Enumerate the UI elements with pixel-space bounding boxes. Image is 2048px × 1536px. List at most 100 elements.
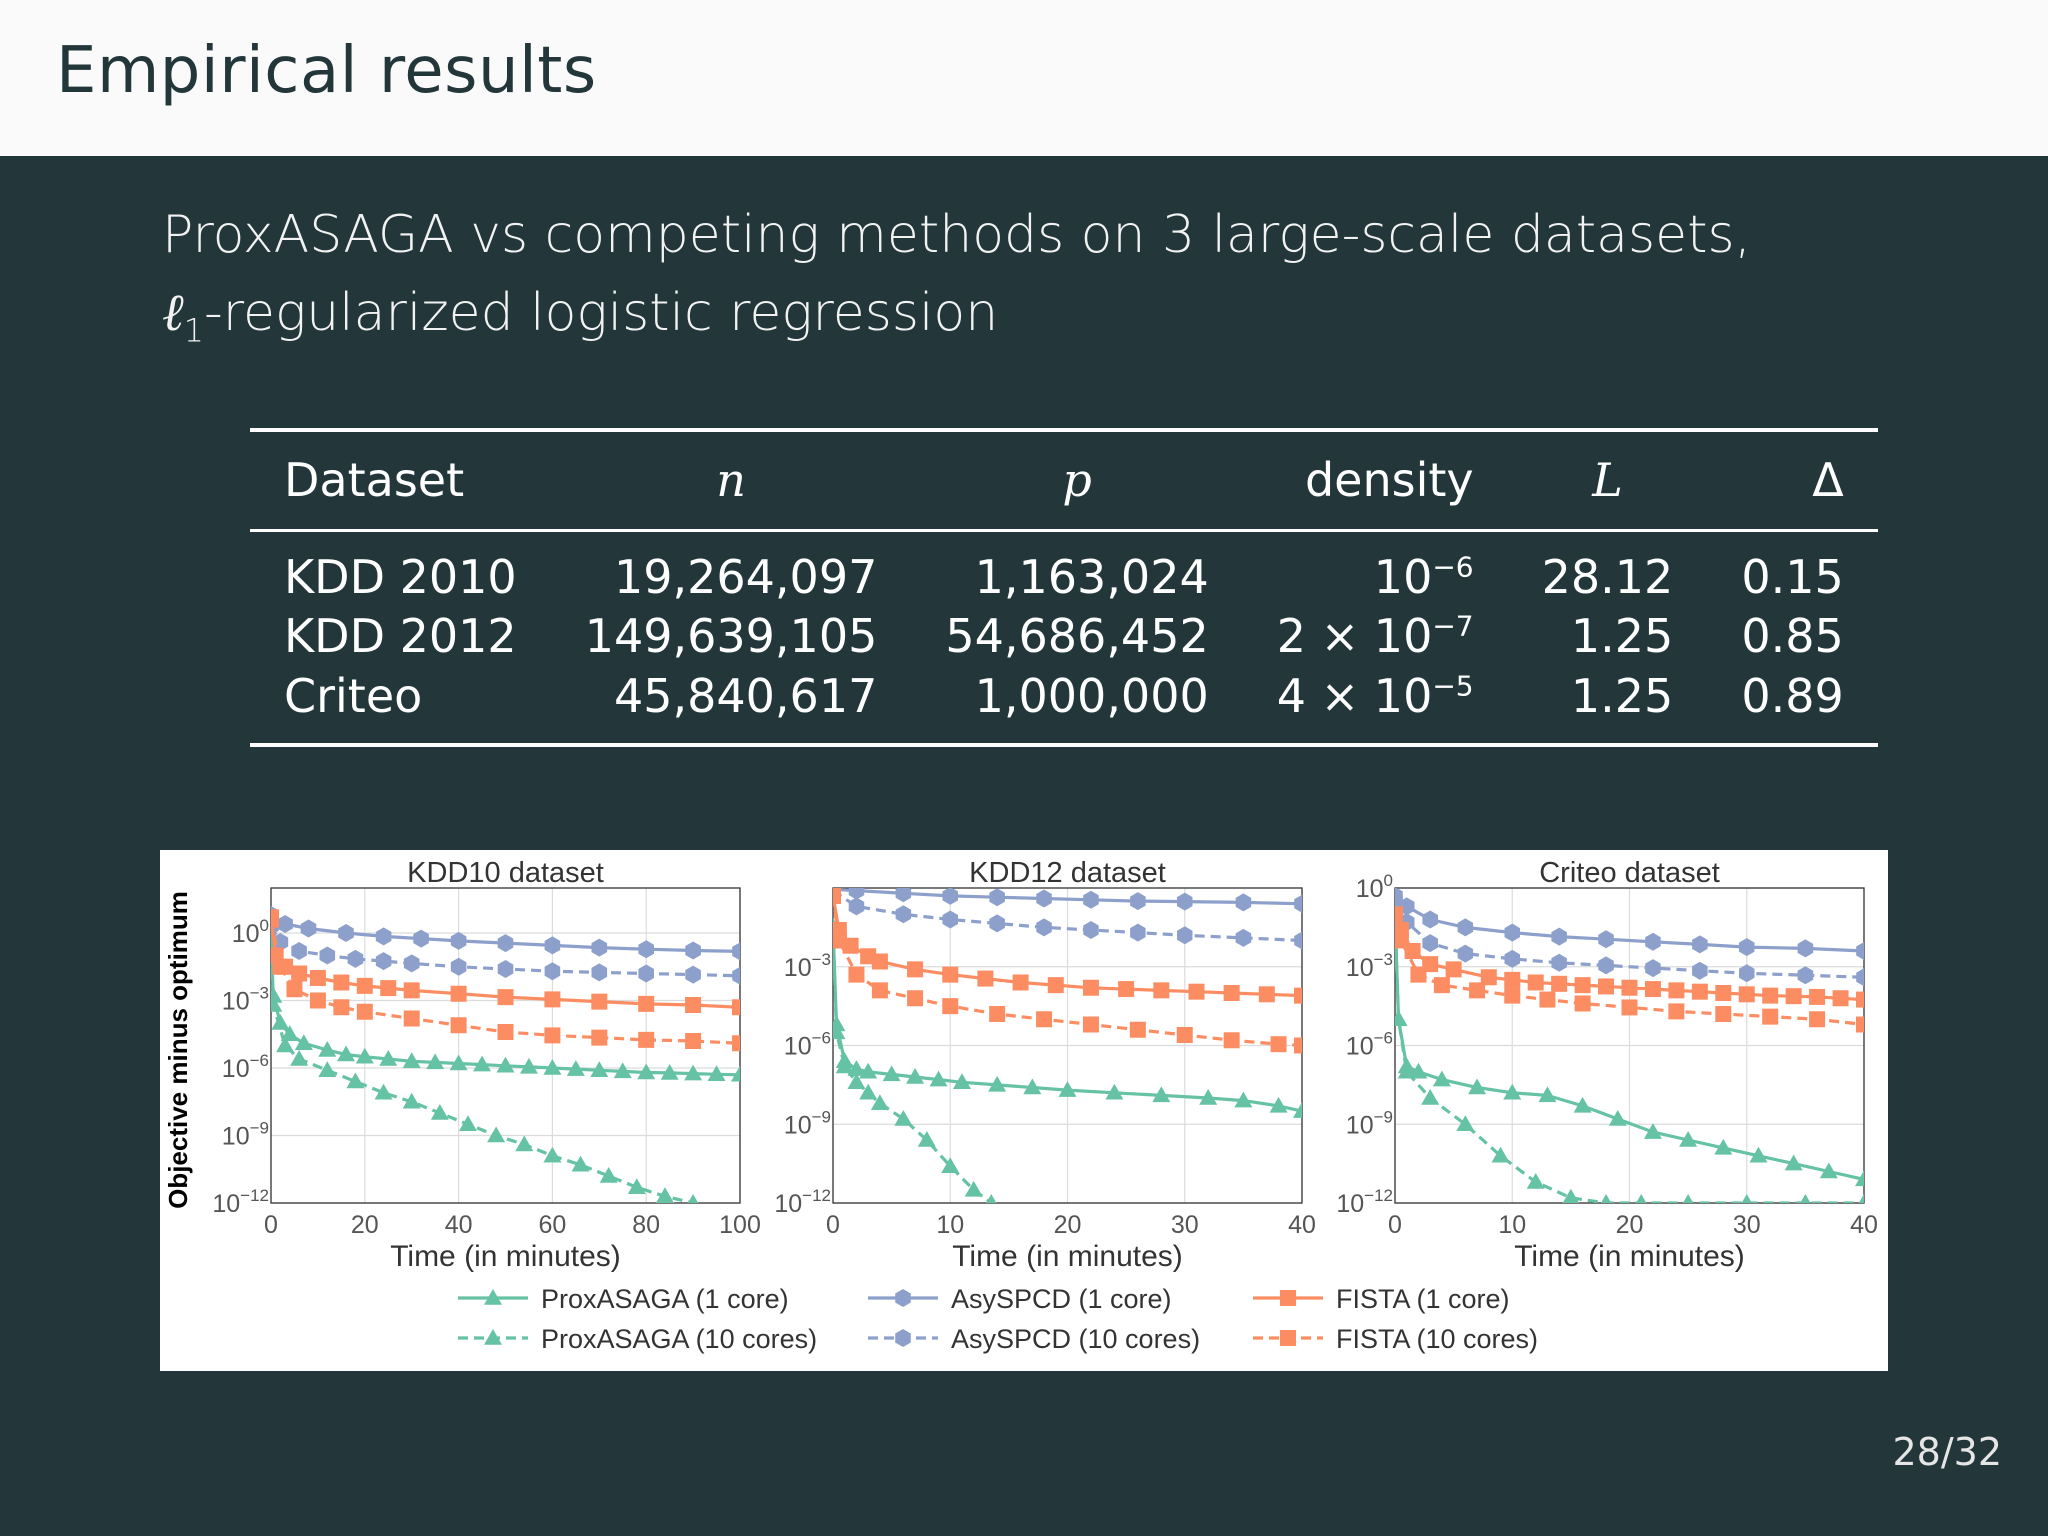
x-tick-label: 40 bbox=[1850, 1211, 1878, 1239]
data-point bbox=[1504, 971, 1521, 988]
data-point bbox=[497, 934, 514, 953]
data-point bbox=[1036, 1011, 1053, 1028]
chart-panel-1: 0 20 40 60 80 100 100 10−3 10−6 10−9 10−12 KDD10 da… bbox=[212, 857, 761, 1273]
data-point bbox=[449, 1054, 468, 1071]
data-point bbox=[286, 981, 303, 998]
data-point bbox=[1504, 949, 1520, 968]
chart-title: Criteo dataset bbox=[1539, 857, 1720, 889]
legend-marker bbox=[484, 1329, 502, 1345]
cell-n: 19,264,097 bbox=[613, 549, 878, 604]
data-point bbox=[1152, 1086, 1171, 1103]
y-tick-label: 100 bbox=[232, 916, 269, 948]
data-point bbox=[271, 911, 279, 928]
data-point bbox=[1083, 890, 1099, 909]
data-point bbox=[1395, 932, 1409, 949]
data-point bbox=[544, 962, 561, 981]
y-tick-label: 10−3 bbox=[1346, 950, 1393, 982]
data-point bbox=[413, 929, 429, 948]
data-point bbox=[1395, 906, 1403, 923]
data-point bbox=[309, 970, 326, 986]
data-point bbox=[380, 980, 397, 997]
series-group bbox=[833, 888, 1302, 1203]
density-base: 10 bbox=[1373, 549, 1433, 604]
table-row: Criteo 45,840,617 1,000,000 4 × 10−5 1.2… bbox=[250, 668, 1878, 747]
data-point bbox=[833, 1023, 846, 1040]
legend-marker bbox=[1280, 1330, 1296, 1346]
data-point bbox=[637, 1063, 656, 1080]
x-tick-label: 40 bbox=[445, 1211, 473, 1239]
data-point bbox=[497, 989, 514, 1006]
header-p: p bbox=[911, 428, 1243, 532]
data-point bbox=[571, 1155, 590, 1172]
data-point bbox=[1082, 1016, 1099, 1033]
cell-dataset: KDD 2010 bbox=[284, 549, 517, 604]
data-point bbox=[402, 1092, 421, 1109]
header-n: n bbox=[550, 428, 912, 532]
data-point bbox=[895, 905, 912, 924]
data-point bbox=[1797, 966, 1814, 985]
y-tick-label: 100 bbox=[1356, 871, 1393, 903]
subtitle-line-2: ℓ1-regularized logistic regression bbox=[162, 274, 1862, 369]
y-tick-label: 10−3 bbox=[784, 950, 831, 982]
data-point bbox=[1715, 1006, 1732, 1022]
data-point bbox=[833, 888, 841, 904]
data-point bbox=[1621, 979, 1638, 996]
data-point bbox=[1118, 981, 1135, 998]
data-point bbox=[450, 1017, 467, 1034]
series-line bbox=[1395, 913, 1864, 1002]
data-point bbox=[277, 915, 293, 933]
data-point bbox=[1432, 1070, 1451, 1087]
data-point bbox=[1600, 1194, 1612, 1203]
data-point bbox=[1421, 1089, 1440, 1105]
data-point bbox=[379, 1050, 398, 1066]
cell-p: 1,000,000 bbox=[911, 668, 1243, 747]
data-point bbox=[684, 1064, 703, 1081]
data-point bbox=[942, 966, 959, 983]
data-point bbox=[347, 949, 364, 968]
data-point bbox=[907, 990, 924, 1007]
legend-marker bbox=[895, 1329, 911, 1347]
data-point bbox=[375, 927, 392, 946]
data-point bbox=[1762, 987, 1779, 1004]
series-group bbox=[271, 906, 740, 1203]
data-point bbox=[1395, 1010, 1408, 1026]
data-point bbox=[1082, 979, 1099, 996]
data-point bbox=[627, 1178, 646, 1194]
data-point bbox=[318, 1041, 337, 1057]
data-point bbox=[318, 1061, 337, 1077]
data-point bbox=[1422, 934, 1438, 953]
data-point bbox=[543, 1146, 562, 1163]
data-point bbox=[1819, 1162, 1838, 1179]
data-point bbox=[1294, 987, 1302, 1004]
data-point bbox=[1223, 985, 1240, 1001]
data-point bbox=[450, 931, 467, 950]
page-number: 28/32 bbox=[1892, 1430, 2002, 1474]
data-point bbox=[638, 1031, 655, 1048]
data-point bbox=[989, 914, 1005, 933]
data-point bbox=[333, 974, 350, 991]
chart-title: KDD10 dataset bbox=[407, 857, 604, 889]
data-point bbox=[1762, 1008, 1779, 1025]
data-point bbox=[1199, 1089, 1218, 1105]
data-point bbox=[1153, 982, 1170, 999]
data-point bbox=[1422, 910, 1438, 929]
data-point bbox=[1800, 1194, 1811, 1203]
density-exponent: −6 bbox=[1432, 550, 1474, 584]
legend-label: ProxASAGA (1 core) bbox=[541, 1284, 789, 1314]
data-point bbox=[988, 1075, 1007, 1092]
data-point bbox=[848, 888, 865, 900]
data-point bbox=[835, 1057, 854, 1074]
data-point bbox=[1433, 977, 1450, 994]
data-point bbox=[276, 1036, 295, 1053]
data-point bbox=[859, 1083, 878, 1100]
data-point bbox=[1504, 987, 1521, 1004]
data-point bbox=[685, 965, 701, 984]
cell-n: 149,639,105 bbox=[584, 609, 878, 663]
data-point bbox=[685, 997, 702, 1013]
data-point bbox=[356, 977, 373, 994]
data-point bbox=[707, 1065, 726, 1082]
data-point bbox=[1832, 990, 1849, 1007]
data-point bbox=[333, 999, 350, 1016]
data-point bbox=[895, 888, 912, 903]
slide-title: Empirical results bbox=[56, 34, 597, 108]
